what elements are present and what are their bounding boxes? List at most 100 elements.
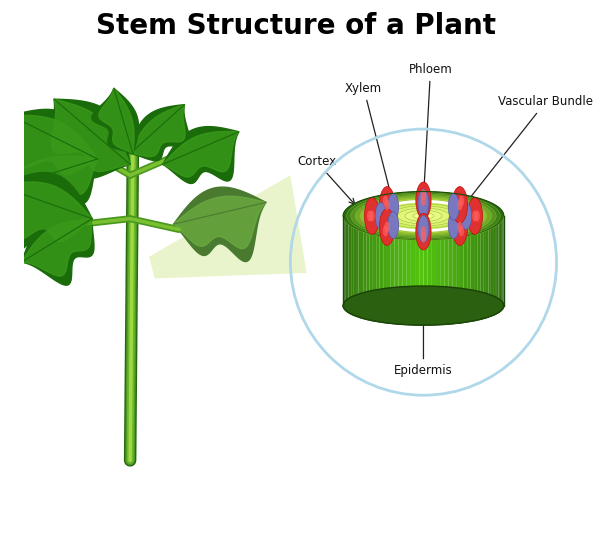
- Polygon shape: [483, 200, 486, 319]
- Ellipse shape: [421, 226, 426, 237]
- Polygon shape: [0, 173, 92, 255]
- Ellipse shape: [421, 189, 426, 200]
- Polygon shape: [99, 88, 134, 153]
- Polygon shape: [440, 192, 444, 325]
- Polygon shape: [44, 99, 130, 178]
- Ellipse shape: [360, 197, 487, 235]
- Polygon shape: [502, 211, 503, 310]
- Ellipse shape: [371, 200, 476, 232]
- Ellipse shape: [343, 286, 504, 325]
- Polygon shape: [376, 195, 380, 322]
- Polygon shape: [0, 182, 92, 241]
- Ellipse shape: [390, 206, 457, 226]
- Polygon shape: [460, 194, 464, 323]
- Polygon shape: [130, 105, 185, 157]
- Polygon shape: [407, 192, 411, 325]
- Ellipse shape: [383, 204, 464, 228]
- Ellipse shape: [475, 210, 480, 222]
- Ellipse shape: [397, 208, 449, 224]
- Polygon shape: [344, 211, 345, 310]
- Text: Phloem: Phloem: [409, 63, 452, 195]
- Polygon shape: [352, 204, 354, 316]
- Ellipse shape: [379, 209, 395, 245]
- Text: Xylem: Xylem: [345, 82, 394, 200]
- Polygon shape: [149, 175, 307, 278]
- Text: Vascular Bundle: Vascular Bundle: [465, 96, 593, 204]
- Ellipse shape: [472, 210, 478, 222]
- Ellipse shape: [364, 198, 380, 234]
- Polygon shape: [11, 115, 98, 175]
- Ellipse shape: [377, 202, 470, 230]
- Polygon shape: [354, 203, 356, 316]
- Polygon shape: [11, 109, 98, 183]
- Ellipse shape: [365, 198, 482, 234]
- Ellipse shape: [448, 212, 459, 239]
- Polygon shape: [349, 206, 350, 313]
- Polygon shape: [173, 196, 266, 248]
- Polygon shape: [358, 200, 361, 318]
- Ellipse shape: [355, 195, 492, 237]
- Ellipse shape: [448, 193, 459, 220]
- Polygon shape: [163, 132, 239, 177]
- Polygon shape: [373, 196, 376, 322]
- Polygon shape: [464, 195, 467, 323]
- Polygon shape: [380, 195, 383, 323]
- Polygon shape: [497, 206, 499, 313]
- Ellipse shape: [457, 222, 463, 233]
- Ellipse shape: [416, 182, 431, 218]
- Polygon shape: [471, 196, 474, 322]
- Ellipse shape: [452, 187, 467, 223]
- Ellipse shape: [383, 225, 388, 236]
- Polygon shape: [383, 194, 387, 323]
- Polygon shape: [467, 195, 471, 322]
- Text: Stem Structure of a Plant: Stem Structure of a Plant: [96, 12, 496, 40]
- Polygon shape: [0, 148, 98, 232]
- Polygon shape: [350, 205, 352, 314]
- Ellipse shape: [351, 194, 496, 238]
- Ellipse shape: [421, 195, 426, 206]
- Polygon shape: [367, 198, 370, 320]
- Polygon shape: [403, 192, 407, 325]
- Polygon shape: [52, 99, 130, 171]
- Polygon shape: [493, 204, 495, 316]
- Polygon shape: [387, 194, 391, 323]
- Polygon shape: [491, 203, 493, 316]
- Polygon shape: [356, 201, 358, 317]
- Polygon shape: [345, 210, 346, 311]
- Polygon shape: [444, 192, 448, 324]
- Ellipse shape: [457, 199, 463, 210]
- Ellipse shape: [461, 203, 472, 229]
- Polygon shape: [499, 207, 500, 313]
- Polygon shape: [456, 194, 460, 323]
- Polygon shape: [391, 193, 395, 324]
- Ellipse shape: [459, 195, 464, 206]
- Polygon shape: [424, 192, 428, 325]
- Ellipse shape: [413, 213, 434, 219]
- Polygon shape: [474, 197, 477, 321]
- Polygon shape: [173, 187, 266, 262]
- Ellipse shape: [388, 193, 398, 220]
- Ellipse shape: [385, 199, 390, 210]
- Polygon shape: [130, 105, 190, 161]
- Ellipse shape: [467, 198, 482, 234]
- Polygon shape: [364, 199, 367, 319]
- Polygon shape: [415, 192, 419, 325]
- Polygon shape: [481, 199, 483, 319]
- Polygon shape: [448, 193, 452, 324]
- Polygon shape: [370, 197, 373, 321]
- Text: Cortex: Cortex: [297, 155, 355, 204]
- Polygon shape: [419, 192, 424, 325]
- Ellipse shape: [383, 195, 388, 206]
- Ellipse shape: [405, 210, 442, 222]
- Polygon shape: [432, 192, 436, 325]
- Polygon shape: [411, 192, 415, 325]
- Polygon shape: [500, 209, 501, 312]
- Polygon shape: [361, 200, 364, 319]
- Polygon shape: [495, 205, 497, 314]
- Ellipse shape: [421, 232, 426, 242]
- Polygon shape: [486, 200, 488, 318]
- Ellipse shape: [379, 187, 395, 223]
- Polygon shape: [22, 219, 92, 276]
- Polygon shape: [436, 192, 440, 325]
- Ellipse shape: [375, 203, 386, 229]
